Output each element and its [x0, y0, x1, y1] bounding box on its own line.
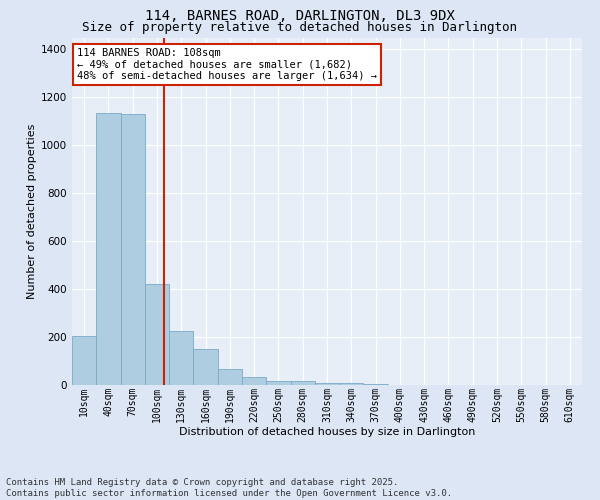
Text: Size of property relative to detached houses in Darlington: Size of property relative to detached ho… [83, 22, 517, 35]
Bar [290, 382, 315, 385]
Bar [72, 336, 96, 385]
Text: Contains HM Land Registry data © Crown copyright and database right 2025.
Contai: Contains HM Land Registry data © Crown c… [6, 478, 452, 498]
X-axis label: Distribution of detached houses by size in Darlington: Distribution of detached houses by size … [179, 427, 475, 437]
Bar [96, 113, 121, 385]
Bar [193, 349, 218, 385]
Y-axis label: Number of detached properties: Number of detached properties [27, 124, 37, 299]
Bar [339, 382, 364, 385]
Bar [218, 370, 242, 385]
Bar [145, 284, 169, 385]
Bar [266, 382, 290, 385]
Text: 114, BARNES ROAD, DARLINGTON, DL3 9DX: 114, BARNES ROAD, DARLINGTON, DL3 9DX [145, 9, 455, 23]
Bar [364, 384, 388, 385]
Bar [315, 382, 339, 385]
Bar [169, 331, 193, 385]
Bar [121, 114, 145, 385]
Bar [242, 376, 266, 385]
Text: 114 BARNES ROAD: 108sqm
← 49% of detached houses are smaller (1,682)
48% of semi: 114 BARNES ROAD: 108sqm ← 49% of detache… [77, 48, 377, 81]
